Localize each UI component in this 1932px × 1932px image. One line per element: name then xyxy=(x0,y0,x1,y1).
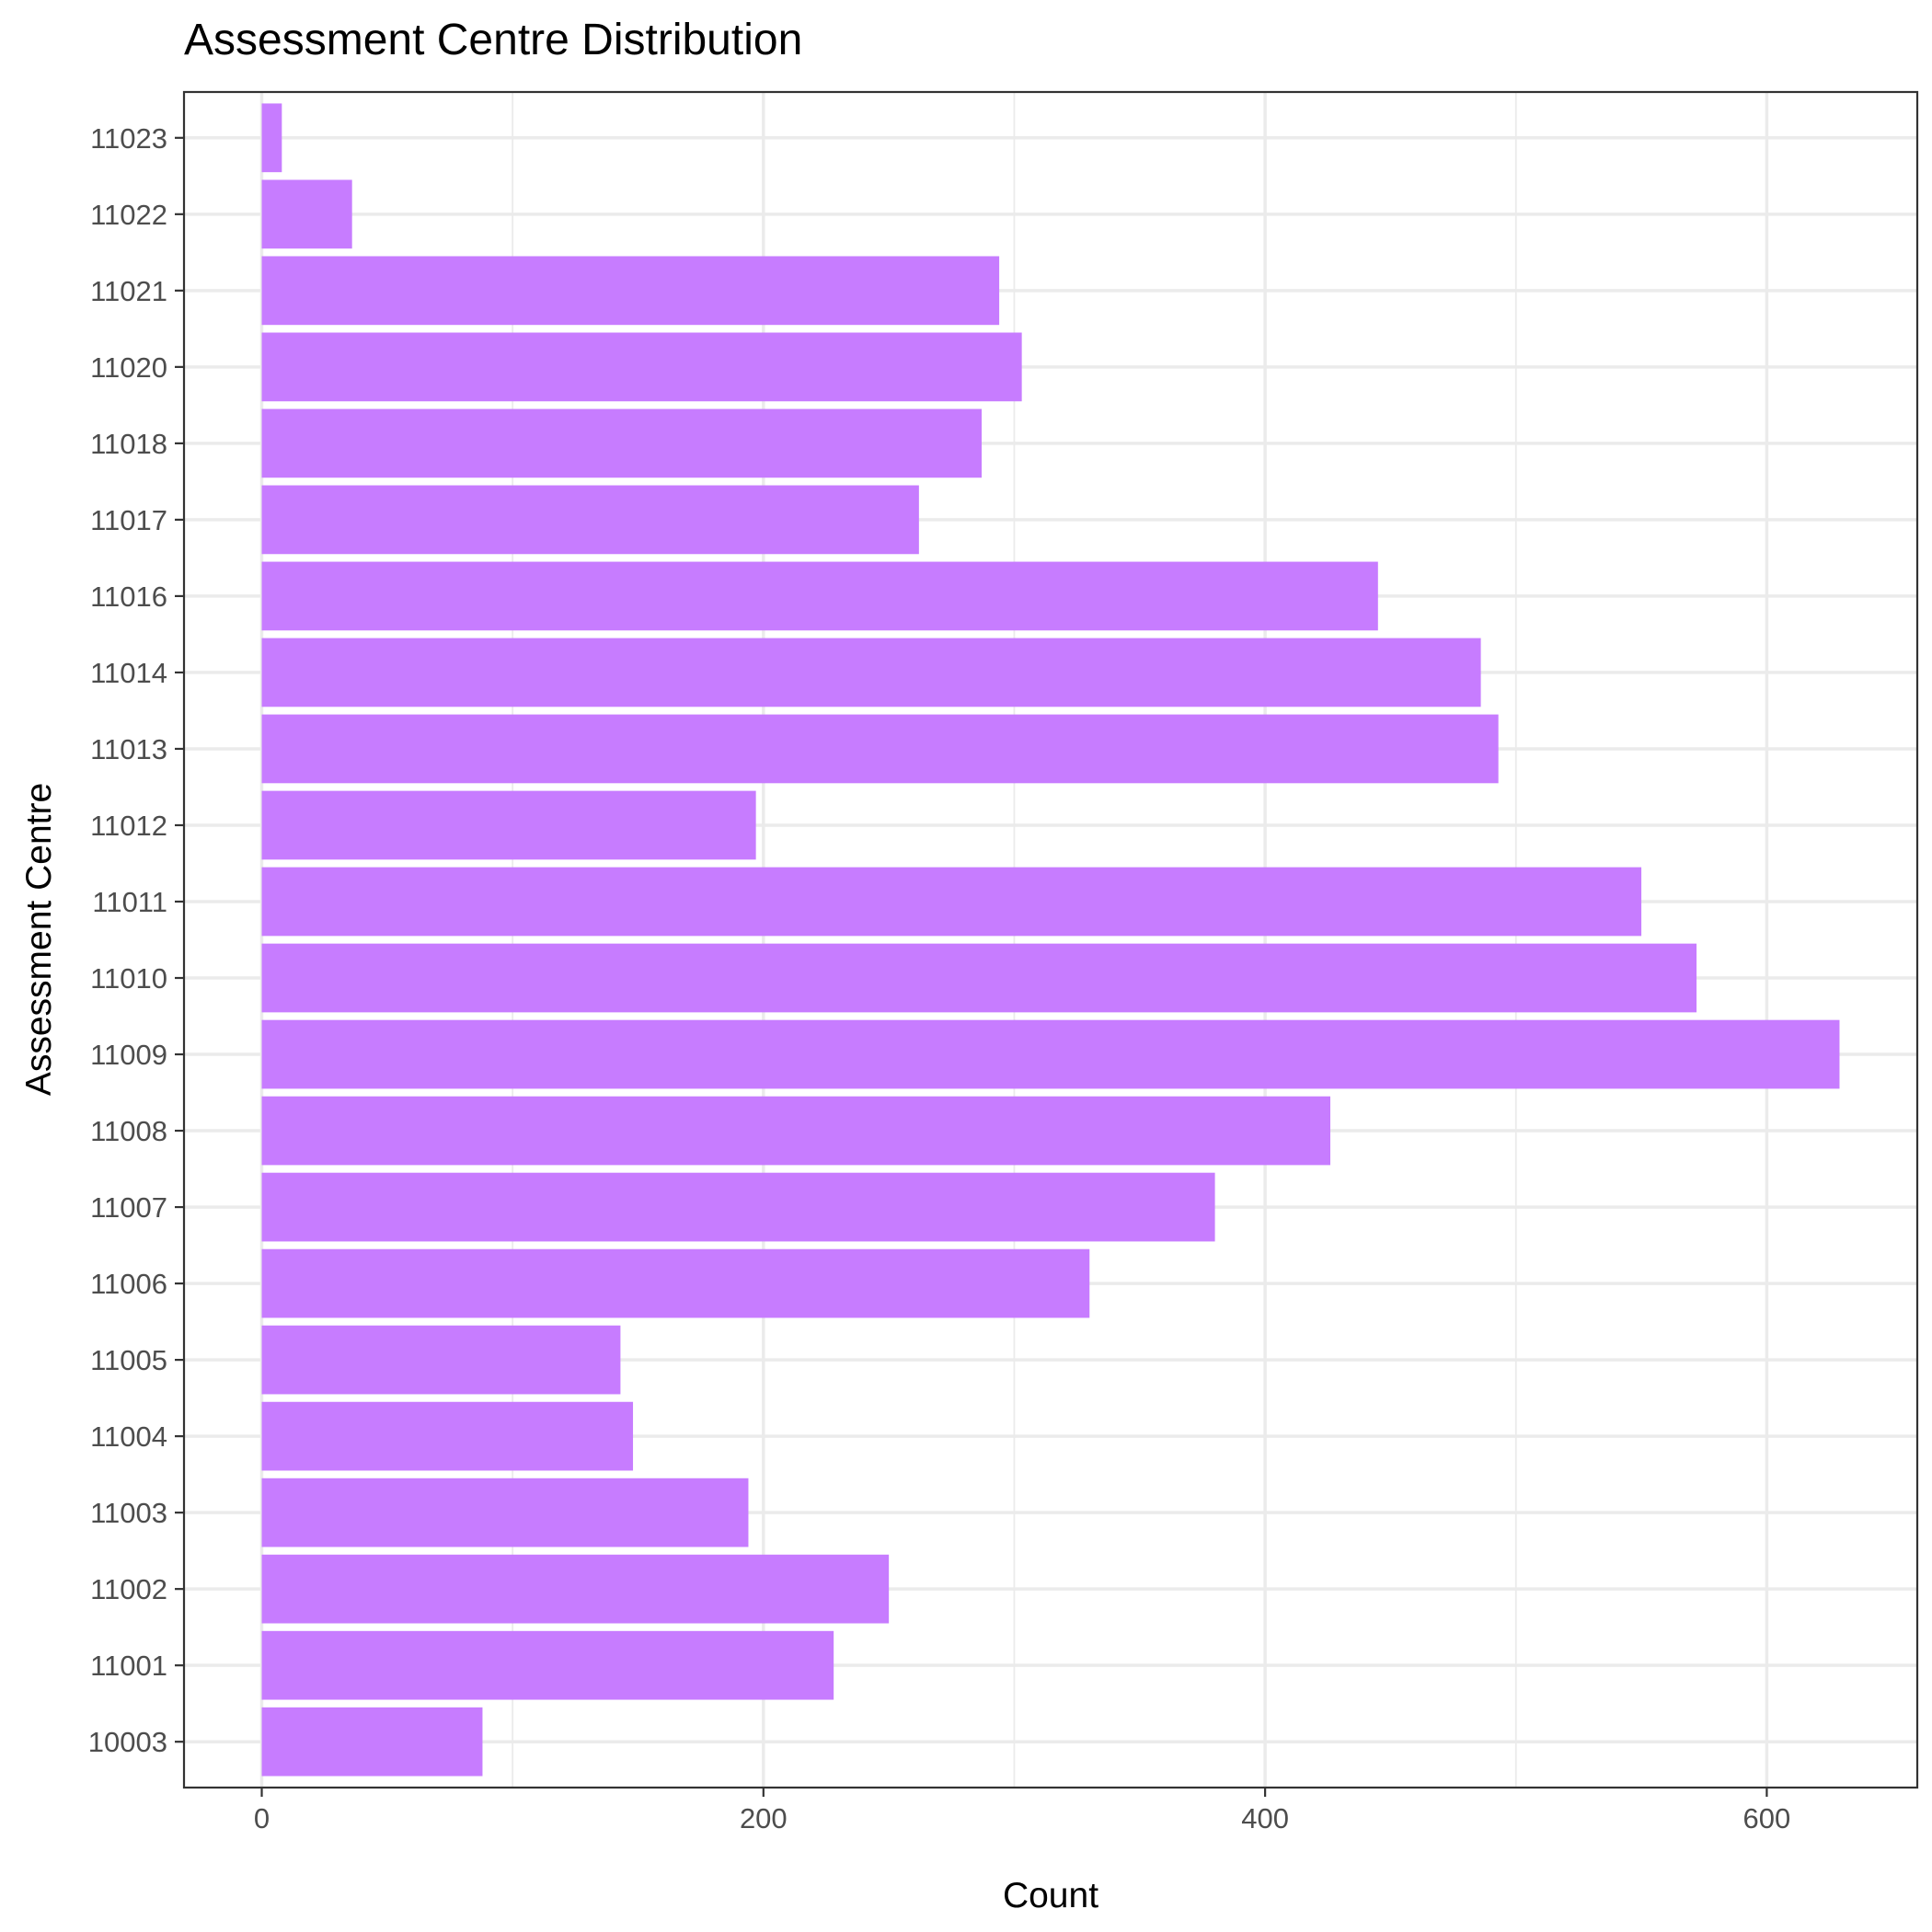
bar-11023 xyxy=(261,103,282,173)
y-tick-label: 11008 xyxy=(90,1115,167,1147)
bar-10003 xyxy=(261,1707,483,1777)
bar-11001 xyxy=(261,1630,834,1700)
y-tick-label: 11005 xyxy=(90,1344,167,1376)
bar-11003 xyxy=(261,1478,749,1547)
bar-11013 xyxy=(261,714,1499,784)
x-tick-label: 600 xyxy=(1743,1802,1791,1834)
x-tick-label: 400 xyxy=(1241,1802,1289,1834)
y-tick-label: 11021 xyxy=(90,275,167,307)
bar-11011 xyxy=(261,867,1642,937)
bar-11018 xyxy=(261,408,983,478)
y-tick-label: 11020 xyxy=(90,351,167,384)
y-tick-label: 11011 xyxy=(92,886,167,918)
bar-11022 xyxy=(261,179,352,249)
y-tick-label: 11007 xyxy=(90,1191,167,1224)
bar-11020 xyxy=(261,332,1022,402)
bar-11002 xyxy=(261,1554,890,1624)
bar-11006 xyxy=(261,1248,1090,1318)
x-axis: 0 200 400 600 xyxy=(254,1788,1790,1834)
bar-11021 xyxy=(261,256,1000,326)
bar-11008 xyxy=(261,1096,1331,1166)
bar-11012 xyxy=(261,790,756,860)
y-tick-label: 11014 xyxy=(90,657,167,689)
y-tick-label: 11013 xyxy=(90,733,167,765)
y-tick-label: 11010 xyxy=(90,962,167,995)
y-tick-label: 11004 xyxy=(90,1420,167,1453)
bars xyxy=(261,103,1840,1777)
y-tick-label: 10003 xyxy=(88,1726,167,1758)
bar-11009 xyxy=(261,1019,1840,1089)
y-axis: 10003 11001 11002 11003 11004 11005 11006 11007… xyxy=(88,122,184,1758)
x-axis-title: Count xyxy=(1003,1876,1098,1915)
y-tick-label: 11017 xyxy=(90,504,167,536)
bar-11017 xyxy=(261,485,919,555)
bar-11014 xyxy=(261,638,1481,707)
y-tick-label: 11001 xyxy=(90,1650,167,1682)
y-tick-label: 11022 xyxy=(90,199,167,231)
bar-11010 xyxy=(261,943,1697,1013)
y-tick-label: 11023 xyxy=(90,122,167,155)
y-tick-label: 11018 xyxy=(90,428,167,460)
x-tick-label: 0 xyxy=(254,1802,270,1834)
y-tick-label: 11009 xyxy=(90,1039,167,1071)
y-tick-label: 11012 xyxy=(90,810,167,842)
bar-11007 xyxy=(261,1172,1215,1242)
y-tick-label: 11006 xyxy=(90,1268,167,1300)
bar-11005 xyxy=(261,1325,621,1395)
y-tick-label: 11003 xyxy=(90,1497,167,1529)
y-tick-label: 11016 xyxy=(90,581,167,613)
plot-panel-border xyxy=(182,90,1919,1789)
x-tick-label: 200 xyxy=(740,1802,788,1834)
y-tick-label: 11002 xyxy=(90,1573,167,1605)
chart-title: Assessment Centre Distribution xyxy=(184,16,802,64)
y-axis-title: Assessment Centre xyxy=(19,783,59,1096)
bar-11016 xyxy=(261,561,1378,631)
bar-11004 xyxy=(261,1401,634,1471)
